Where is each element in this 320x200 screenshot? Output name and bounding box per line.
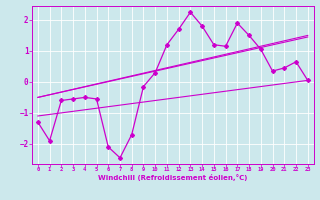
X-axis label: Windchill (Refroidissement éolien,°C): Windchill (Refroidissement éolien,°C)	[98, 174, 247, 181]
